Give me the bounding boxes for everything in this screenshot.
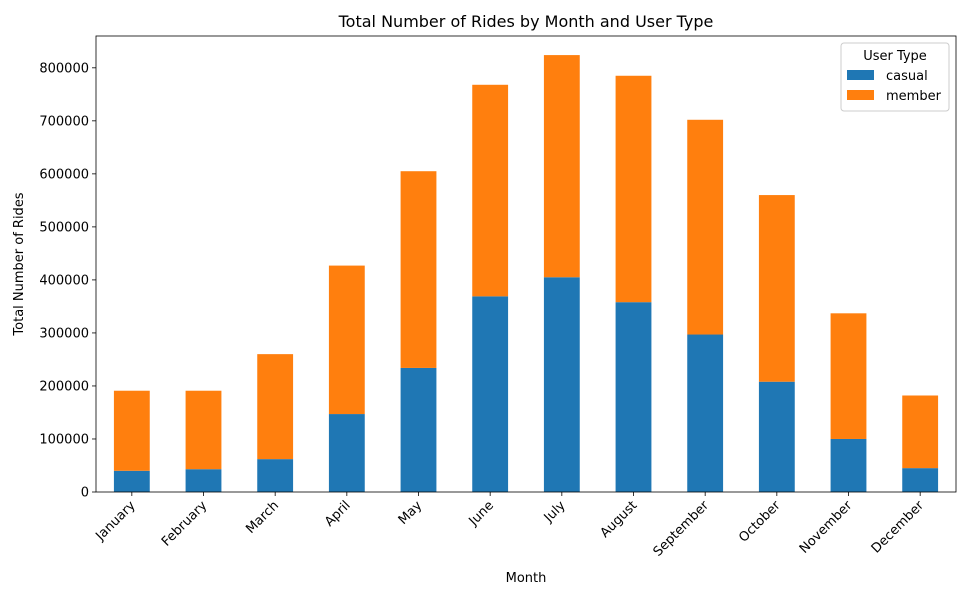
- plot-area: 0 100000 200000 300000 400000 500000 600000 700…: [39, 35, 957, 560]
- x-tick-label: September: [651, 498, 713, 560]
- y-tick-label: 0: [81, 486, 89, 501]
- legend-swatch-casual: [847, 70, 874, 80]
- chart-title: Total Number of Rides by Month and User …: [338, 12, 714, 31]
- y-tick-label: 600000: [39, 167, 89, 182]
- y-tick-label: 800000: [39, 61, 89, 76]
- x-tick-label: June: [466, 498, 497, 529]
- x-tick-label: December: [869, 498, 928, 557]
- x-tick-label: March: [243, 498, 282, 537]
- bar-member-january: [113, 390, 150, 471]
- bar-casual-june: [472, 296, 509, 492]
- x-tick-label: August: [598, 498, 641, 541]
- legend-label-casual: casual: [886, 69, 928, 84]
- y-tick-label: 200000: [39, 379, 89, 394]
- legend-label-member: member: [886, 89, 942, 104]
- bar-casual-september: [687, 334, 724, 492]
- legend-title: User Type: [863, 49, 927, 64]
- x-axis-label: Month: [506, 571, 547, 586]
- legend: User Type casual member: [840, 42, 950, 112]
- y-tick-label: 100000: [39, 432, 89, 447]
- x-tick-label: April: [322, 498, 354, 530]
- y-tick-label: 500000: [39, 220, 89, 235]
- bar-member-october: [758, 195, 795, 382]
- x-tick-label: July: [541, 498, 569, 526]
- bar-casual-august: [615, 302, 652, 492]
- bar-member-june: [472, 84, 509, 297]
- bar-casual-march: [257, 459, 294, 492]
- bar-member-july: [543, 55, 580, 278]
- y-axis-label: Total Number of Rides: [12, 192, 27, 336]
- x-tick-label: October: [736, 498, 784, 546]
- x-tick-label: January: [92, 498, 138, 544]
- bar-casual-november: [830, 438, 867, 492]
- bar-member-december: [902, 395, 939, 469]
- bar-member-november: [830, 313, 867, 439]
- bar-casual-october: [758, 381, 795, 492]
- x-tick-label: May: [396, 498, 426, 528]
- bar-casual-july: [543, 277, 580, 492]
- y-tick-label: 300000: [39, 326, 89, 341]
- bar-casual-january: [113, 470, 150, 492]
- bar-casual-april: [328, 414, 365, 492]
- bar-member-march: [257, 354, 294, 460]
- bar-member-september: [687, 119, 724, 335]
- bar-member-february: [185, 390, 222, 470]
- bar-member-may: [400, 171, 437, 368]
- y-tick-label: 700000: [39, 114, 89, 129]
- x-tick-label: February: [159, 498, 211, 550]
- axes-frame: [95, 35, 957, 493]
- bar-casual-february: [185, 469, 222, 492]
- bar-member-august: [615, 75, 652, 303]
- bar-member-april: [328, 265, 365, 415]
- bar-casual-may: [400, 367, 437, 492]
- bar-casual-december: [902, 468, 939, 492]
- x-tick-label: November: [797, 498, 856, 557]
- y-tick-label: 400000: [39, 273, 89, 288]
- legend-swatch-member: [847, 90, 874, 100]
